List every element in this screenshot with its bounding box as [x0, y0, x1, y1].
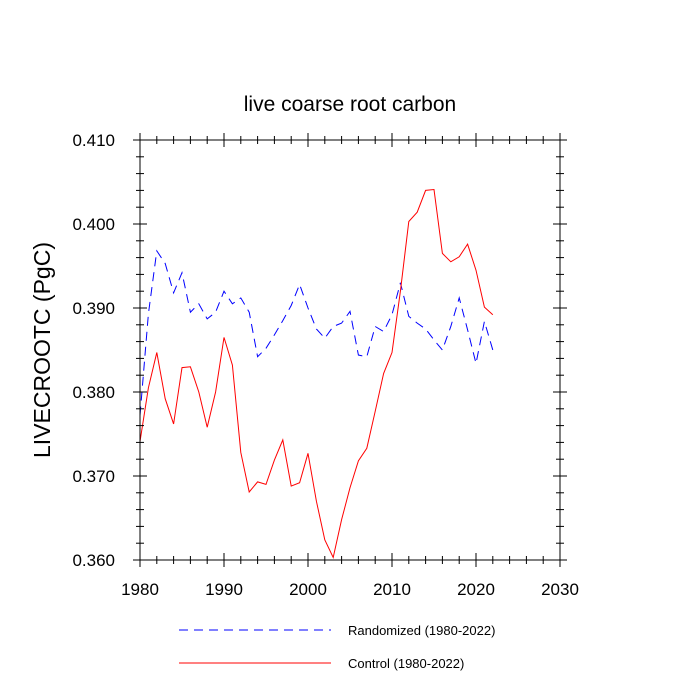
y-tick-label: 0.400 [72, 215, 115, 234]
x-tick-label: 2020 [457, 580, 495, 599]
legend-label-randomized: Randomized (1980-2022) [348, 623, 495, 638]
y-tick-label: 0.410 [72, 131, 115, 150]
x-tick-label: 2030 [541, 580, 579, 599]
legend-label-control: Control (1980-2022) [348, 656, 464, 671]
y-tick-label: 0.390 [72, 299, 115, 318]
x-tick-label: 2010 [373, 580, 411, 599]
y-tick-label: 0.380 [72, 383, 115, 402]
x-tick-label: 1980 [121, 580, 159, 599]
legend: Randomized (1980-2022) Control (1980-202… [179, 623, 495, 671]
series-line-control [139, 189, 494, 560]
tick-labels-layer: 1980 1990 2000 2010 2020 2030 0.360 0.370 0.380 0… [72, 131, 578, 599]
y-tick-label: 0.360 [72, 551, 115, 570]
x-tick-label: 1990 [205, 580, 243, 599]
chart-title: live coarse root carbon [244, 93, 456, 116]
series-line-randomized [139, 249, 494, 416]
y-tick-label: 0.370 [72, 467, 115, 486]
series-layer [139, 189, 494, 560]
y-axis-label: LIVECROOTC (PgC) [29, 242, 55, 458]
plot-frame [139, 139, 561, 561]
ticks-layer [133, 133, 567, 567]
x-tick-label: 2000 [289, 580, 327, 599]
